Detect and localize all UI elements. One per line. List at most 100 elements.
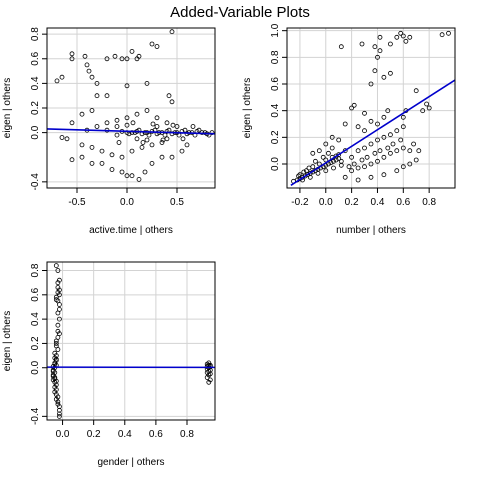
data-point xyxy=(381,114,387,120)
data-point xyxy=(398,30,404,36)
data-point xyxy=(362,164,367,170)
data-point xyxy=(320,154,326,160)
data-point xyxy=(329,134,335,140)
x-tick-label: -0.2 xyxy=(291,197,309,208)
data-point xyxy=(394,128,400,134)
data-point xyxy=(394,34,400,40)
data-point xyxy=(372,44,378,50)
data-point xyxy=(89,160,95,166)
data-point xyxy=(400,164,406,170)
data-point xyxy=(94,81,100,86)
data-point xyxy=(338,44,344,50)
y-tick-label: 0.4 xyxy=(30,76,41,90)
data-point xyxy=(140,140,146,145)
data-point xyxy=(149,41,155,47)
data-point xyxy=(79,111,85,117)
data-point xyxy=(381,74,387,80)
data-point xyxy=(134,111,140,117)
data-point xyxy=(109,167,115,172)
data-point xyxy=(52,361,58,367)
data-point xyxy=(149,142,155,148)
x-tick-label: 0.4 xyxy=(118,429,132,440)
data-point xyxy=(57,306,62,312)
data-point xyxy=(306,165,312,171)
data-point xyxy=(57,413,62,419)
data-point xyxy=(69,56,75,62)
data-point xyxy=(307,174,313,180)
data-point xyxy=(368,81,374,87)
y-axis-label: eigen | others xyxy=(2,311,13,371)
data-point xyxy=(316,161,322,167)
data-point xyxy=(385,108,391,114)
data-point xyxy=(375,137,380,143)
y-tick-label: 0.4 xyxy=(30,312,41,326)
y-tick-label: 0.8 xyxy=(30,27,41,41)
data-point xyxy=(331,165,336,171)
x-tick-label: 0.5 xyxy=(170,197,184,208)
data-point xyxy=(426,105,432,111)
data-point xyxy=(114,124,120,129)
data-point xyxy=(169,154,175,160)
data-point xyxy=(206,379,212,385)
x-axis-label: active.time | others xyxy=(89,225,173,236)
data-point xyxy=(89,144,95,150)
data-point xyxy=(387,70,393,76)
x-tick-label: 0.0 xyxy=(120,197,134,208)
data-point xyxy=(351,102,357,108)
data-point xyxy=(55,399,61,405)
plot-area xyxy=(47,263,215,419)
data-point xyxy=(149,160,155,166)
data-point xyxy=(94,93,100,99)
data-point xyxy=(154,44,160,49)
data-point xyxy=(364,154,370,160)
data-point xyxy=(53,297,59,303)
y-tick-label: 0.6 xyxy=(30,287,41,301)
data-point xyxy=(312,158,318,164)
data-point xyxy=(349,168,355,174)
data-point xyxy=(400,145,406,151)
x-tick-label: 0.6 xyxy=(149,429,163,440)
data-point xyxy=(154,115,160,121)
x-tick-label: -0.5 xyxy=(68,197,86,208)
data-point xyxy=(355,177,361,183)
data-point xyxy=(57,411,62,417)
data-point xyxy=(387,41,393,47)
data-point xyxy=(129,148,135,154)
x-tick-label: 0.2 xyxy=(87,429,101,440)
data-point xyxy=(69,51,75,57)
data-point xyxy=(169,29,175,35)
data-point xyxy=(301,169,307,175)
y-tick-label: 0.0 xyxy=(270,157,281,171)
data-point xyxy=(109,152,115,158)
data-point xyxy=(368,161,374,167)
data-point xyxy=(159,140,165,145)
data-point xyxy=(150,121,156,127)
data-point xyxy=(400,114,406,120)
data-point xyxy=(336,137,342,143)
data-point xyxy=(349,105,355,111)
data-point xyxy=(160,137,166,143)
data-point xyxy=(387,150,393,156)
data-point xyxy=(362,128,367,134)
data-point xyxy=(349,154,355,160)
data-point xyxy=(124,173,130,179)
data-point xyxy=(52,350,58,356)
data-point xyxy=(89,74,95,80)
x-tick-label: 0.0 xyxy=(319,197,333,208)
data-point xyxy=(142,169,148,175)
data-point xyxy=(446,30,451,36)
data-point xyxy=(57,277,62,283)
data-point xyxy=(180,136,186,142)
data-point xyxy=(69,157,75,163)
data-point xyxy=(124,115,130,121)
data-point xyxy=(377,48,383,54)
data-point xyxy=(159,154,165,160)
data-point xyxy=(310,150,316,156)
data-point xyxy=(53,387,59,393)
data-point xyxy=(166,93,172,99)
data-point xyxy=(372,68,378,74)
data-point xyxy=(362,110,367,116)
x-tick-label: 0.0 xyxy=(56,429,70,440)
data-point xyxy=(206,360,212,366)
